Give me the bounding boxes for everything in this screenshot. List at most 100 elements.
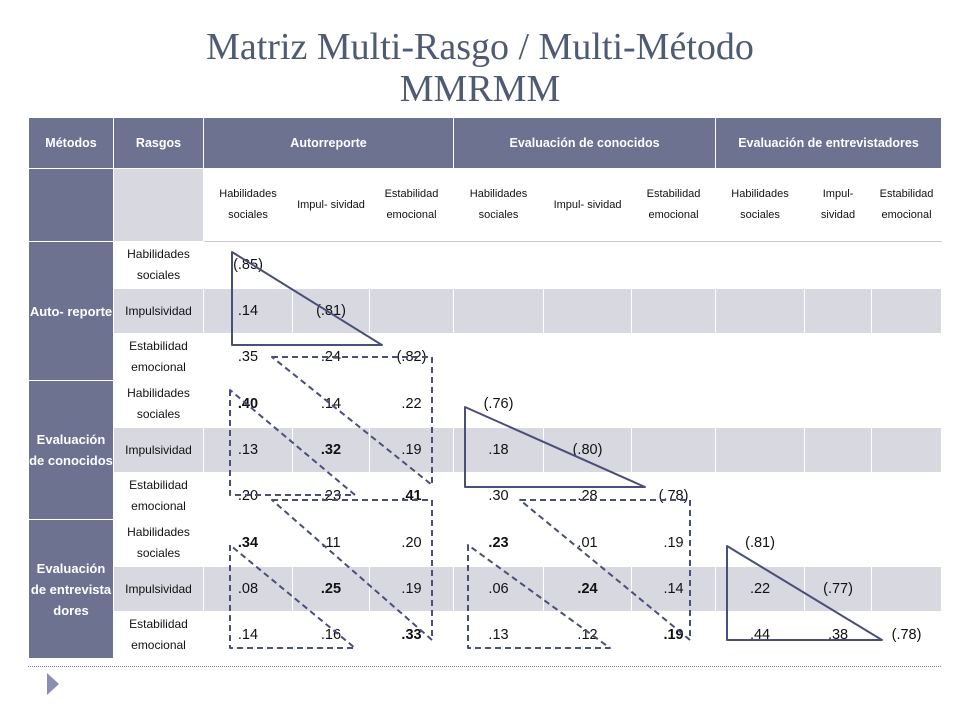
matrix-cell: .38	[804, 611, 873, 659]
matrix-cell	[543, 241, 633, 289]
matrix-cell: .13	[203, 427, 293, 473]
matrix-cell: .40	[203, 380, 293, 428]
matrix-cell: .14	[203, 288, 293, 334]
subheader-cell: Estabilidad emocional	[368, 168, 455, 242]
matrix-cell	[368, 241, 455, 289]
matrix-cell: .34	[203, 519, 293, 567]
header-method-3: Evaluación de entrevistadores	[715, 117, 943, 169]
matrix-cell: (.82)	[368, 333, 455, 381]
subheader-cell: Impul- sividad	[804, 168, 873, 242]
matrix-cell: .12	[543, 611, 633, 659]
matrix-cell	[715, 333, 806, 381]
matrix-cell: (.81)	[715, 519, 806, 567]
subheader-blank-trait	[113, 168, 204, 242]
matrix-cell: .19	[368, 427, 455, 473]
subheader-cell: Estabilidad emocional	[871, 168, 943, 242]
matrix-cell	[631, 380, 717, 428]
header-method-2: Evaluación de conocidos	[453, 117, 717, 169]
trait-label: Habilidades sociales	[113, 380, 204, 428]
method-label: Evaluación de entrevista dores	[28, 519, 114, 659]
matrix-cell	[543, 288, 633, 334]
matrix-cell	[631, 333, 717, 381]
matrix-cell: .19	[631, 519, 717, 567]
matrix-cell	[871, 288, 943, 334]
header-row: Métodos Rasgos Autorreporte Evaluación d…	[28, 117, 943, 169]
method-label: Evaluación de conocidos	[28, 380, 114, 520]
matrix-cell: .20	[368, 519, 455, 567]
matrix-cell: .24	[292, 333, 370, 381]
matrix-cell: .22	[368, 380, 455, 428]
page-title: Matriz Multi-Rasgo / Multi-Método MMRMM	[0, 26, 960, 110]
matrix-cell	[871, 333, 943, 381]
matrix-cell	[804, 427, 873, 473]
matrix-cell: .08	[203, 566, 293, 612]
matrix-cell: .28	[543, 472, 633, 520]
matrix-row: Impulsividad .14 (.81)	[29, 288, 943, 334]
matrix-cell: .19	[631, 611, 717, 659]
mtmm-table: Métodos Rasgos Autorreporte Evaluación d…	[28, 117, 943, 659]
subheader-cell: Impul- sividad	[543, 168, 633, 242]
matrix-cell: .14	[203, 611, 293, 659]
header-methods: Métodos	[28, 117, 114, 169]
matrix-cell	[871, 566, 943, 612]
matrix-cell	[871, 472, 943, 520]
matrix-cell: (.80)	[543, 427, 633, 473]
matrix-cell: .33	[368, 611, 455, 659]
matrix-cell: .23	[292, 472, 370, 520]
matrix-row: Estabilidad emocional .20.23.41.30.28 (.78…	[29, 472, 943, 520]
matrix-cell	[631, 288, 717, 334]
subheader-row: Habilidades sociales Impul- sividad Esta…	[28, 168, 943, 242]
trait-label: Impulsividad	[113, 427, 204, 473]
matrix-cell: (.78)	[871, 611, 943, 659]
matrix-cell: .13	[453, 611, 545, 659]
matrix-cell	[715, 472, 806, 520]
matrix-row: Evaluación de entrevista dores Habilidade…	[28, 519, 943, 659]
slide-bullet-icon	[47, 673, 59, 695]
matrix-cell: .32	[292, 427, 370, 473]
matrix-cell	[453, 333, 545, 381]
subheader-cell: Impul- sividad	[292, 168, 370, 242]
matrix-row: Evaluación de conocidos Habilidades socia…	[28, 380, 943, 520]
matrix-cell	[453, 288, 545, 334]
matrix-row: Estabilidad emocional .35.24 (.82)	[29, 333, 943, 381]
matrix-cell: .44	[715, 611, 806, 659]
matrix-cell: .25	[292, 566, 370, 612]
matrix-cell: .01	[543, 519, 633, 567]
matrix-cell: (.77)	[804, 566, 873, 612]
matrix-cell: .11	[292, 519, 370, 567]
matrix-cell	[871, 427, 943, 473]
matrix-cell: .30	[453, 472, 545, 520]
matrix-cell	[804, 519, 873, 567]
matrix-cell: .24	[543, 566, 633, 612]
matrix-row: Impulsividad .13.32.19.18 (.80)	[29, 427, 943, 473]
matrix-cell: .22	[715, 566, 806, 612]
matrix-row: Auto- reporte Habilidades sociales (.85)	[28, 241, 943, 381]
matrix-cell	[804, 241, 873, 289]
matrix-cell: .19	[368, 566, 455, 612]
matrix-cell: .16	[292, 611, 370, 659]
matrix-cell: .18	[453, 427, 545, 473]
title-line-2: MMRMM	[399, 68, 561, 110]
trait-label: Estabilidad emocional	[113, 472, 204, 520]
matrix-cell: (.78)	[631, 472, 717, 520]
method-label: Auto- reporte	[28, 241, 114, 381]
subheader-cell: Habilidades sociales	[203, 168, 293, 242]
matrix-cell	[631, 427, 717, 473]
trait-label: Estabilidad emocional	[113, 611, 204, 659]
matrix-cell	[368, 288, 455, 334]
matrix-cell	[453, 241, 545, 289]
matrix-cell: .23	[453, 519, 545, 567]
subheader-cell: Estabilidad emocional	[631, 168, 717, 242]
title-line-1: Matriz Multi-Rasgo / Multi-Método	[206, 26, 754, 68]
matrix-cell	[804, 380, 873, 428]
matrix-cell	[543, 333, 633, 381]
trait-label: Habilidades sociales	[113, 519, 204, 567]
header-traits: Rasgos	[113, 117, 204, 169]
matrix-cell	[804, 333, 873, 381]
matrix-cell	[292, 241, 370, 289]
matrix-cell	[871, 519, 943, 567]
trait-label: Impulsividad	[113, 288, 204, 334]
matrix-cell: .14	[292, 380, 370, 428]
matrix-cell	[631, 241, 717, 289]
matrix-cell: .14	[631, 566, 717, 612]
